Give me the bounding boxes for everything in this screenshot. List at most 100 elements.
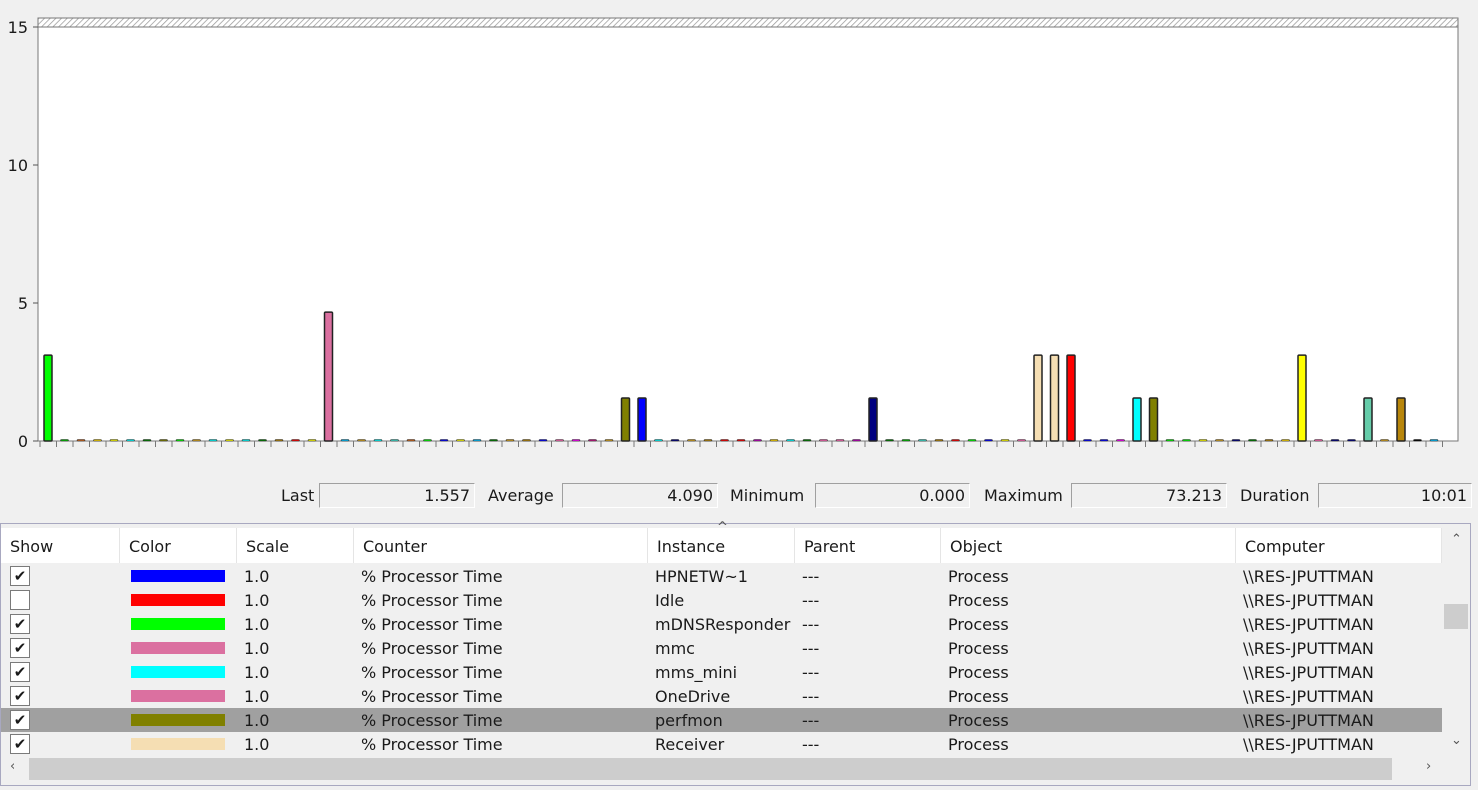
histogram-bar[interactable] [885, 439, 894, 442]
histogram-bar[interactable] [720, 439, 729, 442]
histogram-bar[interactable] [703, 439, 713, 442]
histogram-bar[interactable] [1182, 439, 1191, 442]
vertical-scroll-thumb[interactable] [1444, 604, 1468, 629]
histogram-bar[interactable] [670, 439, 680, 442]
histogram-bar[interactable] [1396, 397, 1406, 442]
scroll-left-icon[interactable]: ‹ [10, 759, 16, 774]
histogram-bar[interactable] [868, 397, 878, 442]
histogram-bar[interactable] [472, 439, 482, 442]
histogram-bar[interactable] [934, 439, 944, 442]
histogram-bar[interactable] [208, 439, 218, 442]
histogram-bar[interactable] [769, 439, 779, 442]
histogram-bar[interactable] [1099, 439, 1109, 442]
histogram-bar[interactable] [43, 354, 53, 442]
histogram-bar[interactable] [967, 439, 977, 442]
scroll-right-icon[interactable]: › [1426, 759, 1432, 774]
column-header-show[interactable]: Show [1, 528, 120, 563]
histogram-bar[interactable] [1215, 439, 1224, 442]
column-header-instance[interactable]: Instance [648, 528, 795, 563]
histogram-bar[interactable] [1017, 439, 1026, 442]
histogram-bar[interactable] [1049, 354, 1060, 442]
histogram-bar[interactable] [604, 439, 614, 442]
histogram-bar[interactable] [1165, 439, 1175, 442]
histogram-bar[interactable] [1148, 397, 1159, 442]
histogram-bar[interactable] [142, 439, 152, 442]
histogram-bar[interactable] [1000, 439, 1010, 442]
show-checkbox[interactable]: ✔ [10, 662, 30, 682]
histogram-bar[interactable] [637, 397, 647, 442]
histogram-bar[interactable] [687, 439, 696, 442]
histogram-bar[interactable] [819, 439, 828, 442]
histogram-bar[interactable] [1066, 354, 1076, 442]
histogram-bar[interactable] [753, 439, 762, 442]
histogram-bar[interactable] [1314, 439, 1323, 442]
histogram-bar[interactable] [852, 439, 861, 442]
table-row[interactable]: ✔ 1.0 % Processor Time Receiver --- Process \\… [1, 732, 1442, 756]
histogram-bar[interactable] [918, 439, 927, 442]
histogram-bar[interactable] [1033, 354, 1043, 442]
histogram-bar[interactable] [555, 439, 564, 442]
table-row[interactable]: ✔ 1.0 % Processor Time HPNETW~1 --- Process \\… [1, 564, 1442, 588]
color-swatch[interactable] [131, 594, 225, 606]
show-checkbox[interactable]: ✔ [10, 734, 30, 754]
table-row[interactable]: ✔ 1.0 % Processor Time mms_mini --- Process \\… [1, 660, 1442, 684]
histogram-bar[interactable] [1231, 439, 1241, 442]
histogram-bar[interactable] [109, 439, 119, 442]
histogram-bar[interactable] [786, 439, 795, 442]
show-checkbox[interactable]: ✔ [10, 614, 30, 634]
histogram-bar[interactable] [1380, 439, 1389, 442]
column-header-scale[interactable]: Scale [237, 528, 354, 563]
histogram-bar[interactable] [159, 439, 168, 442]
show-checkbox[interactable]: ✔ [10, 710, 30, 730]
histogram-bar[interactable] [984, 439, 993, 442]
histogram-bar[interactable] [1198, 439, 1208, 442]
color-swatch[interactable] [131, 690, 225, 702]
table-row[interactable]: ✔ 1.0 % Processor Time mmc --- Process \\RES-J… [1, 636, 1442, 660]
histogram-bar[interactable] [654, 439, 663, 442]
histogram-bar[interactable] [439, 439, 449, 442]
vertical-scrollbar[interactable]: ⌃ ⌄ [1443, 528, 1469, 757]
histogram-bar[interactable] [802, 439, 812, 442]
histogram-bar[interactable] [1363, 397, 1373, 442]
column-header-object[interactable]: Object [941, 528, 1236, 563]
column-header-color[interactable]: Color [120, 528, 237, 563]
histogram-bar[interactable] [522, 439, 531, 442]
histogram-bar[interactable] [258, 439, 267, 442]
histogram-bar[interactable] [538, 439, 548, 442]
column-header-parent[interactable]: Parent [795, 528, 941, 563]
histogram-bar[interactable] [1347, 439, 1356, 442]
show-checkbox[interactable] [10, 590, 30, 610]
histogram-bar[interactable] [456, 439, 465, 442]
histogram-bar[interactable] [274, 439, 284, 442]
histogram-bar[interactable] [736, 439, 746, 442]
histogram-bar[interactable] [406, 439, 416, 442]
horizontal-scrollbar[interactable]: ‹ › [2, 757, 1443, 781]
table-row[interactable]: 1.0 % Processor Time Idle --- Process \\RES-J… [1, 588, 1442, 612]
histogram-bar[interactable] [1264, 439, 1274, 442]
histogram-bar[interactable] [225, 439, 234, 442]
histogram-bar[interactable] [1132, 397, 1142, 442]
histogram-bar[interactable] [1413, 439, 1422, 442]
histogram-bar[interactable] [505, 439, 515, 442]
histogram-bar[interactable] [571, 439, 581, 442]
histogram-bar[interactable] [357, 439, 366, 442]
table-row[interactable]: ✔ 1.0 % Processor Time mDNSResponder --- Proc… [1, 612, 1442, 636]
histogram-bar[interactable] [1330, 439, 1340, 442]
color-swatch[interactable] [131, 714, 225, 726]
histogram-bar[interactable] [241, 439, 251, 442]
table-row[interactable]: ✔ 1.0 % Processor Time OneDrive --- Process \\… [1, 684, 1442, 708]
histogram-bar[interactable] [93, 439, 102, 442]
histogram-bar[interactable] [1429, 439, 1439, 442]
show-checkbox[interactable]: ✔ [10, 638, 30, 658]
color-swatch[interactable] [131, 666, 225, 678]
histogram-bar[interactable] [1248, 439, 1257, 442]
histogram-bar[interactable] [423, 439, 432, 442]
histogram-bar[interactable] [1116, 439, 1125, 442]
horizontal-scroll-thumb[interactable] [29, 758, 1392, 780]
histogram-bar[interactable] [489, 439, 498, 442]
histogram-bar[interactable] [835, 439, 845, 442]
histogram-bar[interactable] [126, 439, 135, 442]
show-checkbox[interactable]: ✔ [10, 686, 30, 706]
histogram-bar[interactable] [901, 439, 911, 442]
histogram-bar[interactable] [373, 439, 383, 442]
